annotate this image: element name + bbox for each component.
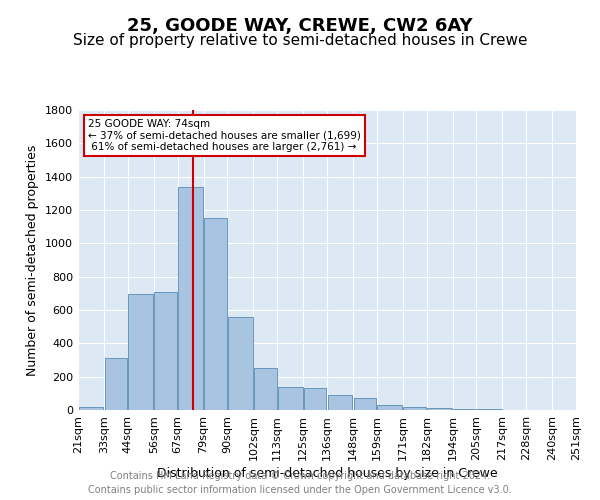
Text: Contains HM Land Registry data © Crown copyright and database right 2024.
Contai: Contains HM Land Registry data © Crown c… [88,471,512,495]
Bar [403,406,426,410]
Bar [377,405,402,410]
Bar [427,408,452,410]
Bar [254,368,277,410]
Bar [128,294,153,410]
Bar [328,395,352,410]
Bar [228,316,253,410]
Bar [453,409,476,410]
Bar [79,406,103,410]
Bar [204,218,227,410]
X-axis label: Distribution of semi-detached houses by size in Crewe: Distribution of semi-detached houses by … [157,467,497,480]
Text: Size of property relative to semi-detached houses in Crewe: Size of property relative to semi-detach… [73,32,527,48]
Bar [104,358,127,410]
Y-axis label: Number of semi-detached properties: Number of semi-detached properties [26,144,40,376]
Bar [278,386,302,410]
Bar [178,186,203,410]
Bar [304,388,326,410]
Text: 25 GOODE WAY: 74sqm
← 37% of semi-detached houses are smaller (1,699)
 61% of se: 25 GOODE WAY: 74sqm ← 37% of semi-detach… [88,119,361,152]
Text: 25, GOODE WAY, CREWE, CW2 6AY: 25, GOODE WAY, CREWE, CW2 6AY [127,18,473,36]
Bar [353,398,376,410]
Bar [154,292,177,410]
Bar [477,409,502,410]
